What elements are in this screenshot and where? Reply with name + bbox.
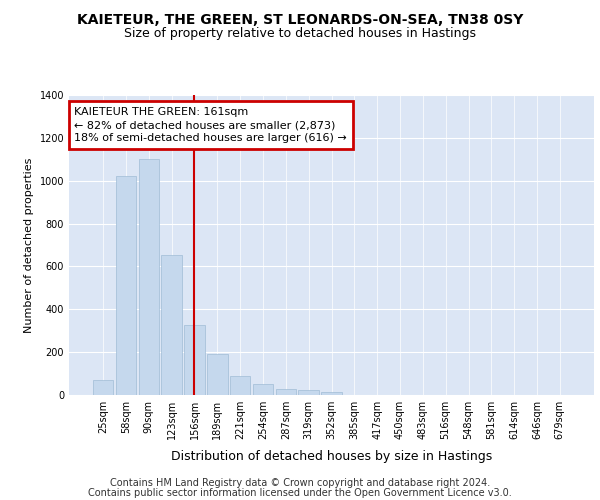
Bar bbox=[184, 326, 205, 395]
Bar bbox=[321, 392, 342, 395]
Bar bbox=[93, 380, 113, 395]
Bar bbox=[161, 254, 182, 395]
Bar bbox=[298, 390, 319, 395]
Text: Contains HM Land Registry data © Crown copyright and database right 2024.: Contains HM Land Registry data © Crown c… bbox=[110, 478, 490, 488]
Text: Contains public sector information licensed under the Open Government Licence v3: Contains public sector information licen… bbox=[88, 488, 512, 498]
Text: KAIETEUR THE GREEN: 161sqm
← 82% of detached houses are smaller (2,873)
18% of s: KAIETEUR THE GREEN: 161sqm ← 82% of deta… bbox=[74, 107, 347, 144]
Bar bbox=[275, 389, 296, 395]
Bar bbox=[116, 176, 136, 395]
Text: Size of property relative to detached houses in Hastings: Size of property relative to detached ho… bbox=[124, 28, 476, 40]
Bar bbox=[230, 376, 250, 395]
Text: KAIETEUR, THE GREEN, ST LEONARDS-ON-SEA, TN38 0SY: KAIETEUR, THE GREEN, ST LEONARDS-ON-SEA,… bbox=[77, 12, 523, 26]
X-axis label: Distribution of detached houses by size in Hastings: Distribution of detached houses by size … bbox=[171, 450, 492, 464]
Bar bbox=[139, 160, 159, 395]
Bar bbox=[207, 354, 227, 395]
Bar bbox=[253, 384, 273, 395]
Y-axis label: Number of detached properties: Number of detached properties bbox=[24, 158, 34, 332]
